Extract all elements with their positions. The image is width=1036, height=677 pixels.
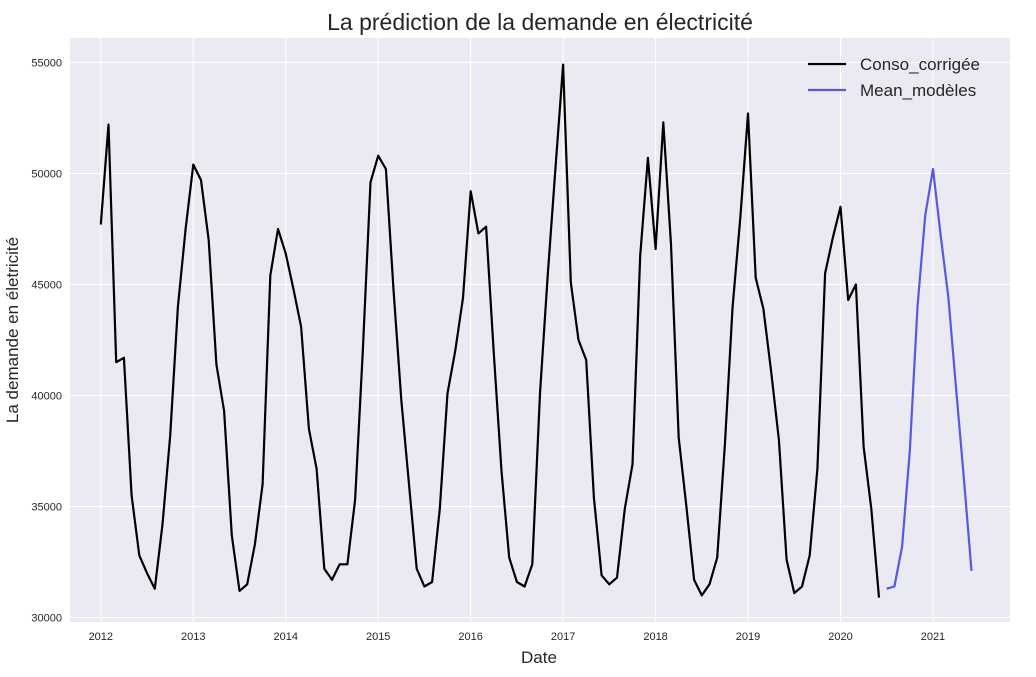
x-axis-label: Date <box>521 648 557 667</box>
y-tick-label: 30000 <box>31 613 62 625</box>
x-tick-label: 2020 <box>828 631 852 643</box>
legend-label-mean: Mean_modèles <box>860 81 976 100</box>
legend-label-conso: Conso_corrigée <box>860 55 980 74</box>
legend: Conso_corrigée Mean_modèles <box>808 55 980 100</box>
plot-background <box>70 38 1010 622</box>
x-tick-label: 2012 <box>89 631 113 643</box>
x-tick-label: 2015 <box>366 631 390 643</box>
y-tick-label: 45000 <box>31 279 62 291</box>
series-line-conso <box>99 63 881 598</box>
y-tick-label: 40000 <box>31 391 62 403</box>
y-axis-label: La demande en életricité <box>3 237 22 423</box>
x-tick-label: 2021 <box>921 631 945 643</box>
y-ticks: 30000 35000 40000 45000 50000 55000 <box>31 57 62 624</box>
y-tick-label: 35000 <box>31 502 62 514</box>
x-tick-label: 2016 <box>458 631 482 643</box>
series-layer <box>99 63 973 598</box>
x-tick-label: 2017 <box>551 631 575 643</box>
x-tick-label: 2014 <box>273 631 297 643</box>
x-tick-label: 2013 <box>181 631 205 643</box>
y-tick-label: 55000 <box>31 57 62 69</box>
y-tick-label: 50000 <box>31 168 62 180</box>
x-ticks: 2012 2013 2014 2015 2016 2017 2018 2019 2020 2021 <box>89 631 946 643</box>
grid <box>70 38 1010 622</box>
x-tick-label: 2018 <box>643 631 667 643</box>
chart-title: La prédiction de la demande en électrici… <box>327 9 753 35</box>
x-tick-label: 2019 <box>736 631 760 643</box>
series-line-mean <box>886 167 973 590</box>
